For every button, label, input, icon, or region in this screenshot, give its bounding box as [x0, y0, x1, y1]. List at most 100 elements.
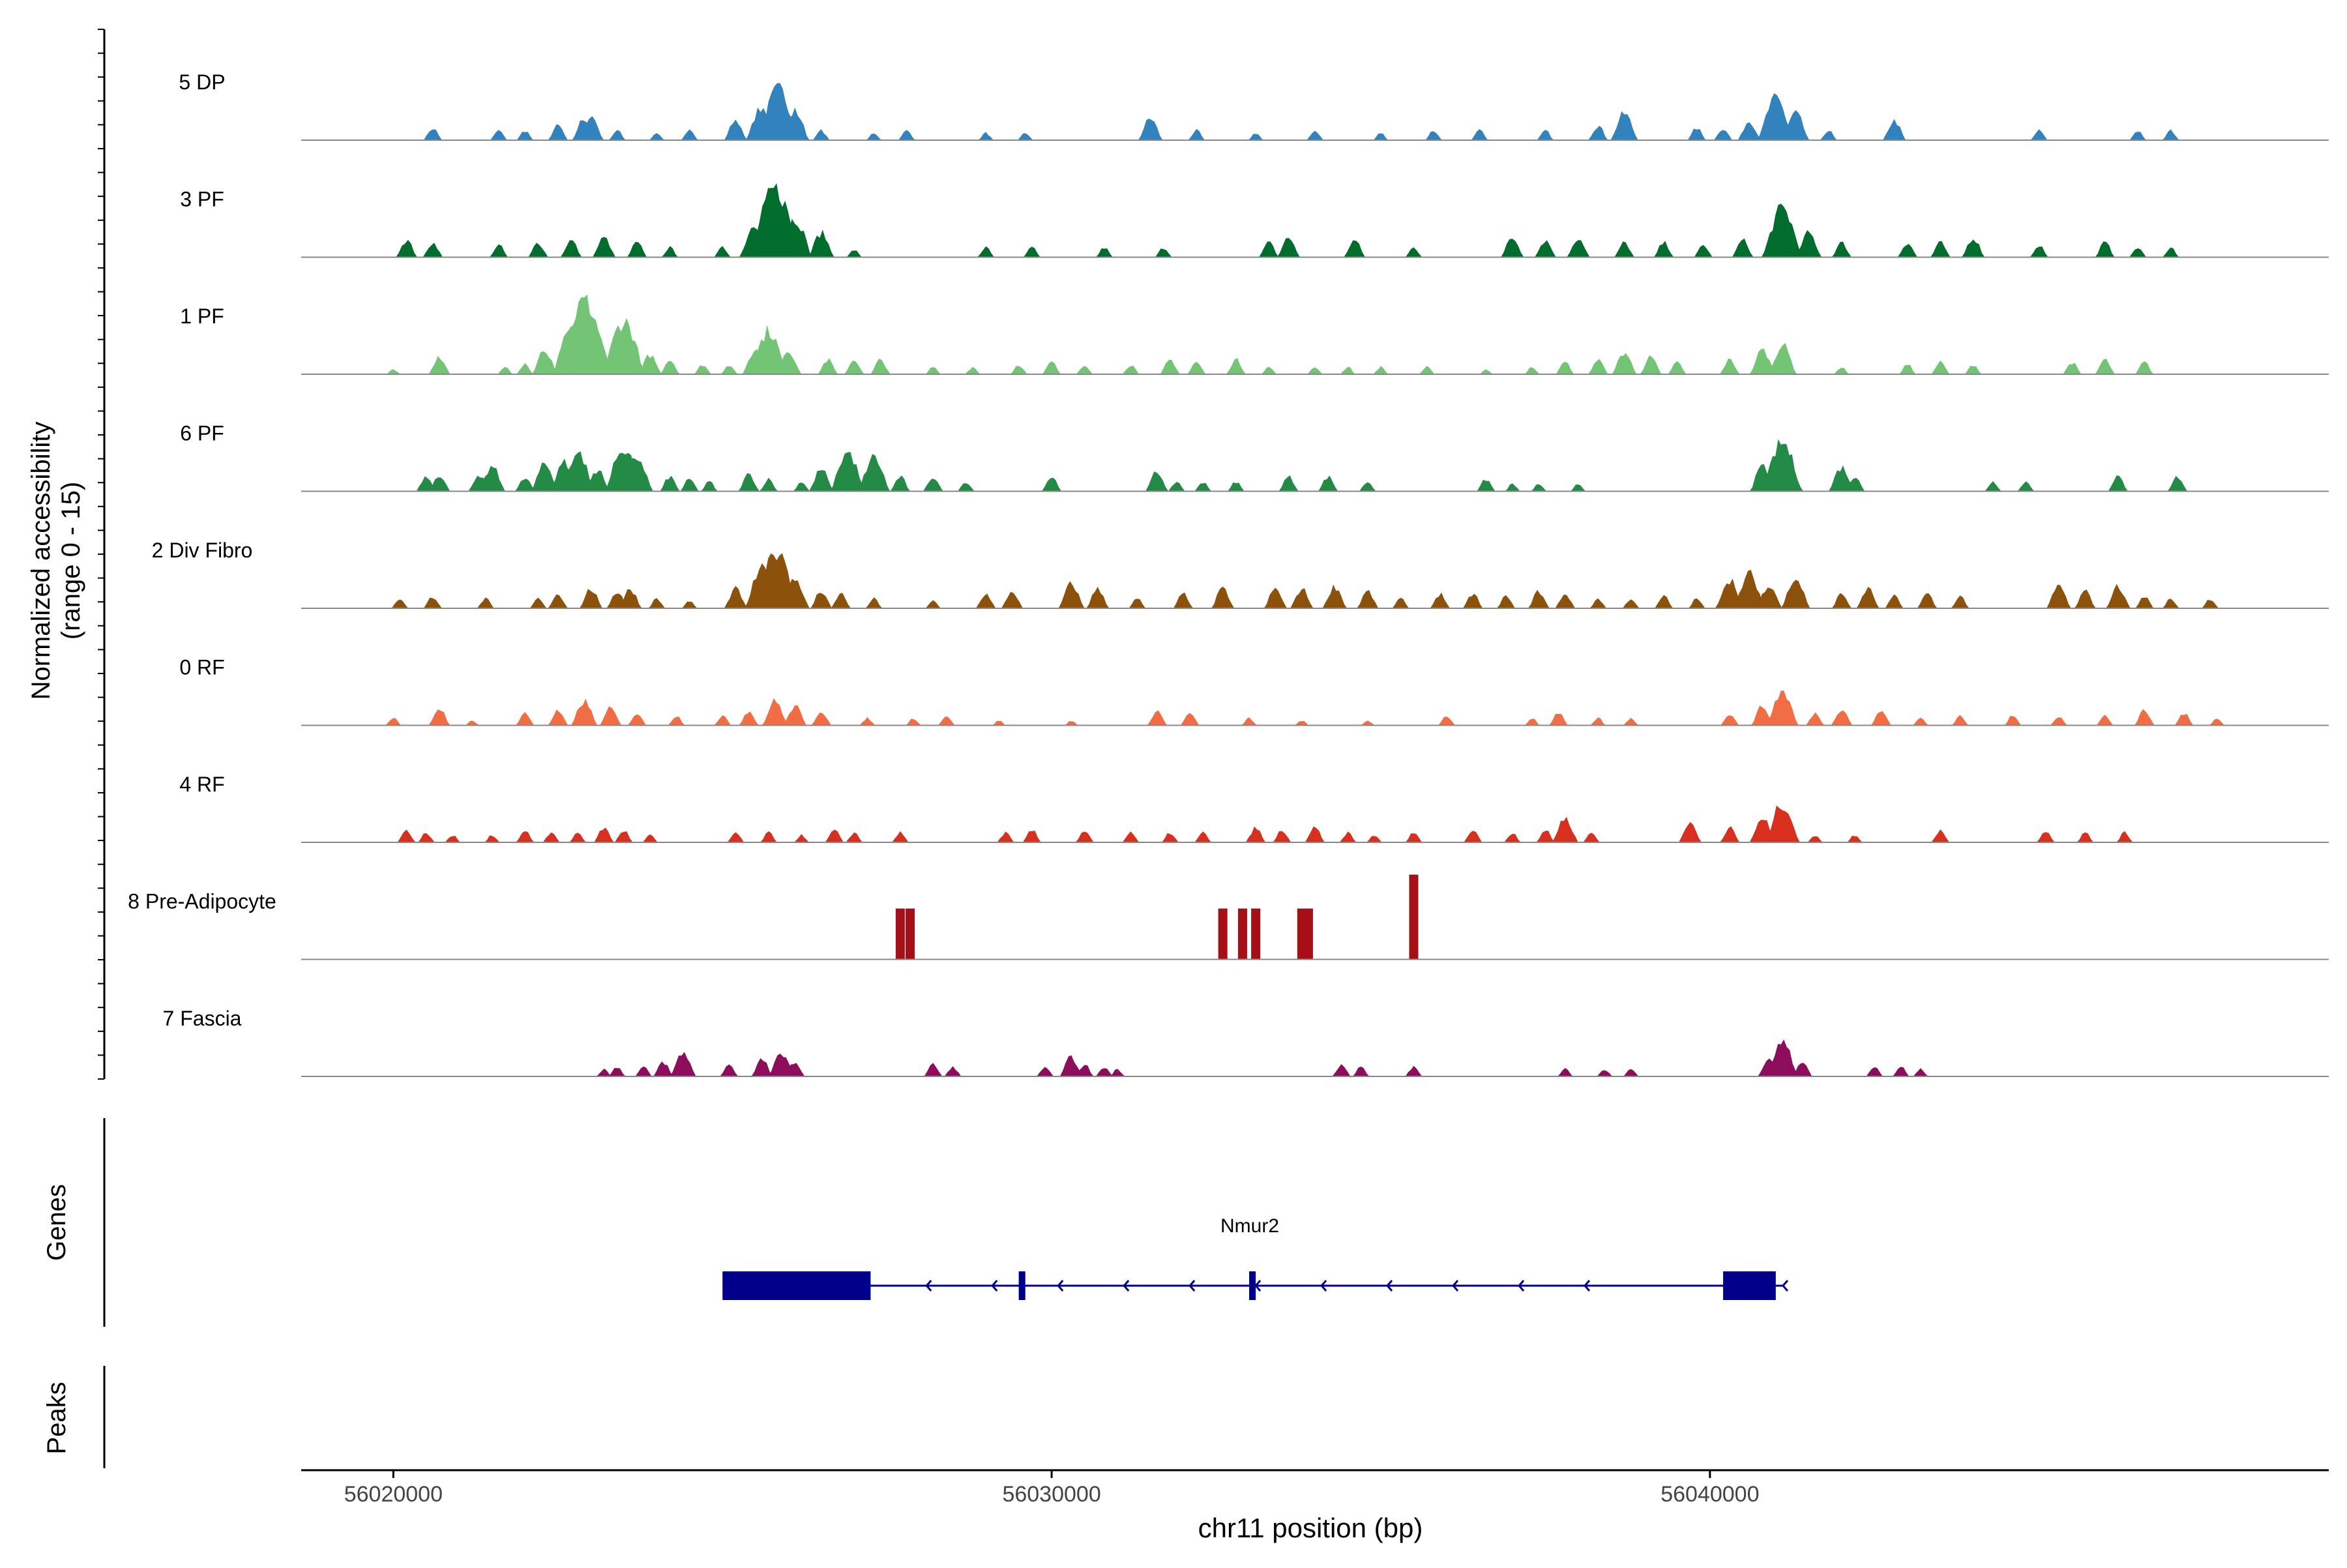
- coverage-peak: [1361, 720, 1375, 726]
- coverage-peak: [484, 835, 500, 842]
- coverage-peak: [759, 477, 778, 492]
- coverage-peak: [812, 129, 830, 140]
- coverage-peak: [619, 589, 642, 608]
- coverage-peak: [418, 833, 435, 842]
- coverage-peak: [2108, 475, 2129, 492]
- coverage-peak: [1278, 475, 1299, 492]
- coverage-peak: [1359, 482, 1376, 492]
- coverage-peak: [2095, 241, 2115, 258]
- coverage-peak: [1263, 587, 1287, 608]
- coverage-peak: [2116, 831, 2133, 842]
- coverage-peak: [1555, 595, 1575, 608]
- strand-arrow: [1583, 1280, 1591, 1292]
- coverage-peak: [516, 712, 535, 726]
- coverage-peak: [1065, 721, 1078, 726]
- coverage-peak: [780, 107, 810, 140]
- coverage-peak: [694, 365, 711, 374]
- strand-arrow: [1320, 1280, 1327, 1292]
- coverage-peak: [680, 479, 699, 492]
- coverage-peak: [1504, 833, 1521, 842]
- coverage-peak: [714, 715, 731, 726]
- coverage-peak: [668, 717, 685, 726]
- coverage-peak: [1273, 831, 1292, 842]
- coverage-peak: [608, 130, 626, 140]
- coverage-peak: [701, 481, 718, 492]
- coverage-peak: [653, 1061, 673, 1076]
- coverage-peak: [1037, 1067, 1054, 1076]
- track-label: 3 PF: [180, 188, 224, 211]
- coverage-peak: [1464, 831, 1483, 842]
- coverage-peak: [642, 834, 658, 842]
- coverage-peak: [1556, 361, 1574, 374]
- coverage-peak: [385, 718, 401, 726]
- coverage-peak: [825, 829, 844, 842]
- coverage-peak: [1756, 587, 1782, 608]
- coverage-peak: [751, 1058, 773, 1076]
- track-label: 5 DP: [179, 70, 225, 94]
- coverage-peak: [1899, 364, 1916, 374]
- gene-exon: [1723, 1271, 1776, 1300]
- coverage-peak: [1871, 711, 1891, 726]
- coverage-peak: [601, 318, 647, 374]
- coverage-peak: [1438, 717, 1455, 726]
- coverage-peak: [780, 578, 810, 608]
- coverage-peak: [1471, 129, 1488, 140]
- coverage-peak: [396, 239, 417, 258]
- peaks-panel-label: Peaks: [42, 1382, 71, 1454]
- coverage-peak: [1218, 908, 1228, 960]
- strand-arrow: [859, 1280, 866, 1292]
- coverage-peak: [975, 593, 996, 608]
- coverage-peak: [749, 325, 788, 374]
- coverage-peak: [1552, 816, 1578, 842]
- strand-arrow: [1452, 1280, 1459, 1292]
- coverage-peak: [1761, 203, 1803, 258]
- coverage-peak: [1463, 593, 1483, 608]
- coverage-peak: [1535, 240, 1556, 258]
- coverage-peak: [808, 229, 834, 258]
- coverage-peak: [1479, 369, 1493, 374]
- coverage-peak: [1022, 831, 1041, 842]
- coverage-peak: [906, 718, 921, 726]
- coverage-peak: [1352, 1066, 1370, 1076]
- coverage-peak: [465, 720, 479, 726]
- coverage-peak: [895, 908, 905, 960]
- coverage-peak: [1340, 366, 1356, 374]
- coverage-peak: [783, 705, 806, 726]
- coverage-peak: [1505, 483, 1520, 492]
- coverage-peak: [531, 462, 559, 492]
- coverage-peak: [2162, 599, 2179, 608]
- coverage-peak: [1524, 367, 1540, 374]
- track-label: 7 Fascia: [163, 1007, 242, 1030]
- coverage-peak: [2134, 709, 2155, 726]
- coverage-peak: [1733, 570, 1766, 608]
- coverage-peak: [1147, 710, 1167, 726]
- coverage-peak: [1076, 366, 1093, 374]
- coverage-peak: [859, 717, 875, 726]
- coverage-peak: [422, 243, 443, 258]
- coverage-peak: [898, 130, 915, 140]
- coverage-peak: [2030, 246, 2048, 258]
- coverage-peak: [1719, 826, 1740, 842]
- strand-arrow: [1781, 1280, 1789, 1292]
- coverage-peak: [937, 716, 955, 726]
- coverage-peak: [1951, 595, 1970, 608]
- coverage-peak: [1831, 710, 1853, 726]
- coverage-peak: [1820, 131, 1837, 140]
- coverage-peak: [2004, 716, 2022, 726]
- coverage-peak: [1295, 720, 1309, 726]
- coverage-peak: [1917, 593, 1938, 608]
- coverage-peak: [944, 1066, 962, 1076]
- coverage-peak: [428, 709, 450, 726]
- coverage-peak: [1831, 241, 1852, 258]
- coverage-peak: [1122, 366, 1140, 374]
- coverage-peak: [445, 835, 460, 842]
- coverage-peak: [548, 709, 568, 726]
- coverage-peak: [870, 359, 891, 374]
- coverage-peak: [515, 479, 535, 492]
- coverage-peak: [1766, 690, 1799, 726]
- coverage-peak: [648, 598, 666, 608]
- coverage-peak: [1373, 133, 1389, 140]
- coverage-peak: [1767, 342, 1797, 374]
- coverage-peak: [1714, 130, 1732, 140]
